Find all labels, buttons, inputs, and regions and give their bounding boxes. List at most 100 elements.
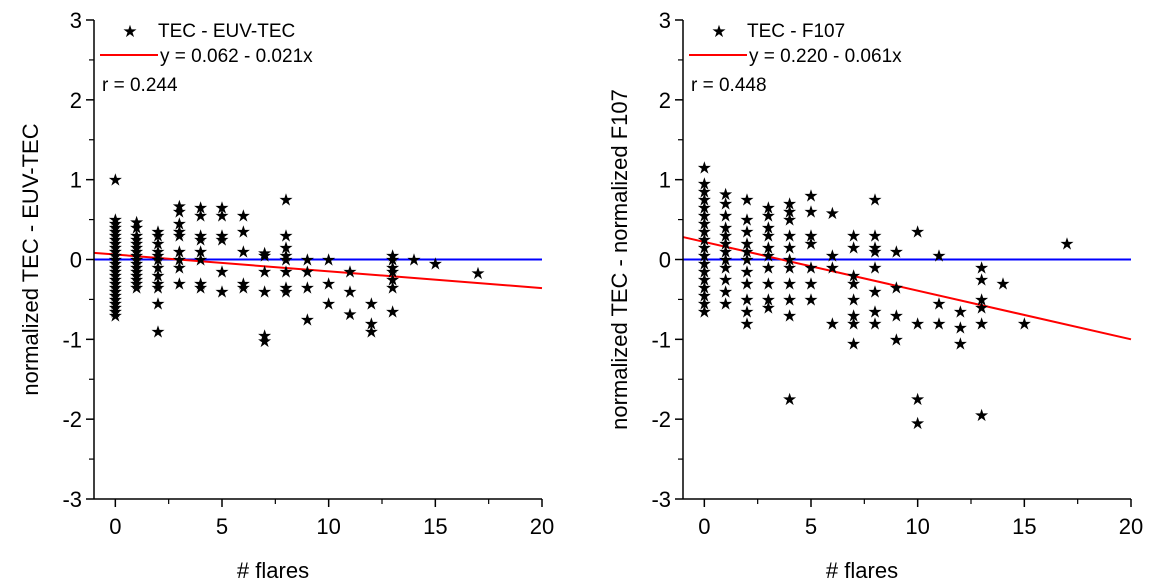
data-point: ★ bbox=[825, 247, 840, 267]
data-point: ★ bbox=[342, 262, 357, 282]
data-point: ★ bbox=[697, 191, 712, 211]
legend-correlation: r = 0.448 bbox=[691, 75, 767, 96]
data-point: ★ bbox=[172, 223, 187, 243]
data-point: ★ bbox=[739, 251, 754, 271]
data-point: ★ bbox=[974, 258, 989, 278]
data-point: ★ bbox=[129, 239, 144, 259]
data-point: ★ bbox=[278, 251, 293, 271]
legend-star-icon: ★ bbox=[122, 22, 137, 42]
data-point: ★ bbox=[697, 262, 712, 282]
data-point: ★ bbox=[697, 231, 712, 251]
data-point: ★ bbox=[129, 213, 144, 233]
data-point: ★ bbox=[364, 314, 379, 334]
legend: ★ TEC - EUV-TEC y = 0.062 - 0.021x r = 0.24… bbox=[100, 21, 313, 96]
y-tick-label: -2 bbox=[651, 407, 671, 432]
y-tick-label: -1 bbox=[651, 327, 671, 352]
data-point: ★ bbox=[193, 227, 208, 247]
data-point: ★ bbox=[889, 330, 904, 350]
data-point: ★ bbox=[108, 243, 123, 263]
data-point: ★ bbox=[193, 231, 208, 251]
data-point: ★ bbox=[761, 274, 776, 294]
data-point: ★ bbox=[739, 223, 754, 243]
legend-star-icon: ★ bbox=[711, 22, 726, 42]
data-point: ★ bbox=[803, 258, 818, 278]
y-tick-label: 2 bbox=[659, 88, 671, 113]
data-point: ★ bbox=[257, 247, 272, 267]
data-point: ★ bbox=[150, 322, 165, 342]
data-point: ★ bbox=[782, 258, 797, 278]
data-point: ★ bbox=[214, 207, 229, 227]
data-point: ★ bbox=[257, 332, 272, 352]
x-axis-title: # flares bbox=[237, 558, 309, 583]
x-tick-label: 15 bbox=[1012, 514, 1036, 539]
data-point: ★ bbox=[953, 334, 968, 354]
data-point: ★ bbox=[782, 290, 797, 310]
data-point: ★ bbox=[278, 227, 293, 247]
data-point: ★ bbox=[108, 274, 123, 294]
chart-panel-2: ★★★★★★★★★★★★★★★★★★★★★★★★★★★★★★★★★★★★★★★★… bbox=[607, 8, 1143, 583]
data-point: ★ bbox=[108, 171, 123, 191]
data-point: ★ bbox=[108, 294, 123, 314]
data-point: ★ bbox=[718, 219, 733, 239]
data-point: ★ bbox=[385, 247, 400, 267]
scatter-points: ★★★★★★★★★★★★★★★★★★★★★★★★★★★★★★★★★★★★★★★★… bbox=[697, 159, 1075, 434]
data-point: ★ bbox=[782, 306, 797, 326]
data-point: ★ bbox=[406, 251, 421, 271]
data-point: ★ bbox=[846, 239, 861, 259]
data-point: ★ bbox=[697, 239, 712, 259]
data-point: ★ bbox=[257, 244, 272, 264]
data-point: ★ bbox=[697, 215, 712, 235]
data-point: ★ bbox=[718, 195, 733, 215]
data-point: ★ bbox=[739, 314, 754, 334]
data-point: ★ bbox=[953, 302, 968, 322]
data-point: ★ bbox=[214, 262, 229, 282]
data-point: ★ bbox=[108, 215, 123, 235]
legend-fit-label: y = 0.062 - 0.021x bbox=[160, 46, 313, 67]
data-point: ★ bbox=[129, 231, 144, 251]
data-point: ★ bbox=[867, 314, 882, 334]
data-point: ★ bbox=[697, 159, 712, 179]
data-point: ★ bbox=[129, 278, 144, 298]
y-tick-label: -3 bbox=[651, 487, 671, 512]
data-point: ★ bbox=[108, 211, 123, 231]
data-point: ★ bbox=[108, 286, 123, 306]
data-point: ★ bbox=[761, 219, 776, 239]
y-tick-label: 1 bbox=[70, 168, 82, 193]
data-point: ★ bbox=[342, 305, 357, 325]
data-point: ★ bbox=[108, 251, 123, 271]
data-point: ★ bbox=[342, 282, 357, 302]
legend: ★ TEC - F107 y = 0.220 - 0.061x r = 0.448 bbox=[689, 21, 902, 96]
data-point: ★ bbox=[193, 207, 208, 227]
y-tick-label: 3 bbox=[659, 8, 671, 33]
data-point: ★ bbox=[953, 318, 968, 338]
data-point: ★ bbox=[761, 199, 776, 219]
data-point: ★ bbox=[718, 294, 733, 314]
data-point: ★ bbox=[889, 306, 904, 326]
data-point: ★ bbox=[236, 223, 251, 243]
data-point: ★ bbox=[108, 290, 123, 310]
data-point: ★ bbox=[364, 294, 379, 314]
data-point: ★ bbox=[846, 306, 861, 326]
data-point: ★ bbox=[385, 262, 400, 282]
data-point: ★ bbox=[257, 262, 272, 282]
data-point: ★ bbox=[1017, 314, 1032, 334]
y-axis-title: normalized TEC - normalized F107 bbox=[607, 89, 632, 430]
data-point: ★ bbox=[825, 204, 840, 224]
data-point: ★ bbox=[910, 414, 925, 434]
data-point: ★ bbox=[910, 390, 925, 410]
data-point: ★ bbox=[761, 258, 776, 278]
data-point: ★ bbox=[108, 227, 123, 247]
x-tick-label: 5 bbox=[216, 514, 228, 539]
data-point: ★ bbox=[278, 278, 293, 298]
data-point: ★ bbox=[718, 270, 733, 290]
data-point: ★ bbox=[108, 254, 123, 274]
legend-fit-label: y = 0.220 - 0.061x bbox=[749, 46, 902, 67]
data-point: ★ bbox=[129, 254, 144, 274]
data-point: ★ bbox=[300, 251, 315, 271]
data-point: ★ bbox=[214, 199, 229, 219]
data-point: ★ bbox=[995, 274, 1010, 294]
y-tick-label: 3 bbox=[70, 8, 82, 33]
data-point: ★ bbox=[803, 290, 818, 310]
data-point: ★ bbox=[129, 247, 144, 267]
